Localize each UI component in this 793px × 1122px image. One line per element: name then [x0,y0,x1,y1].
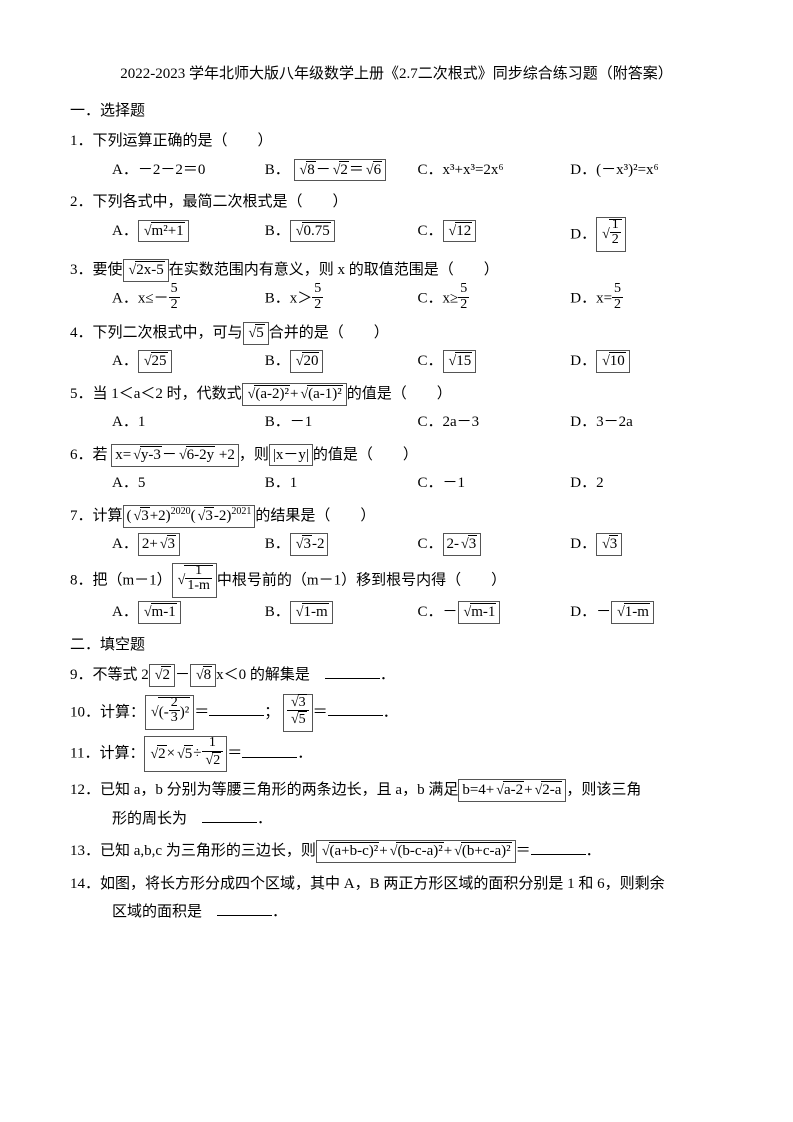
q7-opt-a: A．2+3 [112,530,265,559]
q8-opt-c: C．－m-1 [418,598,571,627]
q7-opt-d: D．3 [570,530,723,559]
blank [202,808,257,823]
q5-opt-a: A．1 [112,408,265,437]
q4-opt-d: D．10 [570,347,723,376]
q2-opt-a: A．m²+1 [112,217,265,252]
q3-opt-b: B．x＞52 [265,284,418,314]
question-2: 2．下列各式中，最简二次根式是（ ） A．m²+1 B．0.75 C．12 D．… [70,188,723,252]
q2-opt-b: B．0.75 [265,217,418,252]
q8-opt-b: B．1-m [265,598,418,627]
q2-opt-c: C．12 [418,217,571,252]
q7-stem: 7．计算(3+2)2020(3-2)2021的结果是（ ） [70,502,723,531]
q3-opt-c: C．x≥52 [418,284,571,314]
q3-opt-a: A．x≤－52 [112,284,265,314]
q3-stem: 3．要使2x-5在实数范围内有意义，则 x 的取值范围是（ ） [70,256,723,285]
q6-stem: 6．若 x=y-3－6-2y +2，则|x－y|的值是（ ） [70,441,723,470]
blank [325,665,380,680]
q4-opt-a: A．25 [112,347,265,376]
question-7: 7．计算(3+2)2020(3-2)2021的结果是（ ） A．2+3 B．3-… [70,502,723,559]
blank [209,702,264,717]
question-13: 13．已知 a,b,c 为三角形的三边长，则(a+b-c)²+(b-c-a)²+… [70,837,723,866]
q5-opt-c: C．2a－3 [418,408,571,437]
q3-opt-d: D．x=52 [570,284,723,314]
q7-opt-b: B．3-2 [265,530,418,559]
question-3: 3．要使2x-5在实数范围内有意义，则 x 的取值范围是（ ） A．x≤－52 … [70,256,723,315]
q1-opt-d: D．(－x³)²=x⁶ [570,156,723,185]
q8-opt-a: A．m-1 [112,598,265,627]
q4-opt-c: C．15 [418,347,571,376]
q6-opt-c: C．－1 [418,469,571,498]
q8-stem: 8．把（m－1）11-m中根号前的（m－1）移到根号内得（ ） [70,563,723,598]
q5-stem: 5．当 1＜a＜2 时，代数式(a-2)²+(a-1)²的值是（ ） [70,380,723,409]
question-4: 4．下列二次根式中，可与5合并的是（ ） A．25 B．20 C．15 D．10 [70,319,723,376]
blank [217,902,272,917]
q8-opt-d: D．－1-m [570,598,723,627]
blank [328,702,383,717]
question-6: 6．若 x=y-3－6-2y +2，则|x－y|的值是（ ） A．5 B．1 C… [70,441,723,498]
question-8: 8．把（m－1）11-m中根号前的（m－1）移到根号内得（ ） A．m-1 B．… [70,563,723,627]
question-5: 5．当 1＜a＜2 时，代数式(a-2)²+(a-1)²的值是（ ） A．1 B… [70,380,723,437]
question-11: 11．计算：2×5÷12＝． [70,736,723,772]
q1-opt-a: A．－2－2＝0 [112,156,265,185]
q6-opt-b: B．1 [265,469,418,498]
q2-stem: 2．下列各式中，最简二次根式是（ ） [70,188,723,217]
q5-opt-d: D．3－2a [570,408,723,437]
q1-opt-b: B． 8－2＝6 [265,156,418,185]
q4-stem: 4．下列二次根式中，可与5合并的是（ ） [70,319,723,348]
doc-title: 2022-2023 学年北师大版八年级数学上册《2.7二次根式》同步综合练习题（… [70,60,723,89]
section-1-heading: 一．选择题 [70,97,723,126]
q1-stem: 1．下列运算正确的是（ ） [70,127,723,156]
question-1: 1．下列运算正确的是（ ） A．－2－2＝0 B． 8－2＝6 C．x³+x³=… [70,127,723,184]
q4-opt-b: B．20 [265,347,418,376]
blank [242,743,297,758]
q2-opt-d: D．12 [570,217,723,252]
section-2-heading: 二．填空题 [70,631,723,660]
q5-opt-b: B．－1 [265,408,418,437]
q6-opt-a: A．5 [112,469,265,498]
question-9: 9．不等式 22－8x＜0 的解集是 ． [70,661,723,690]
q6-opt-d: D．2 [570,469,723,498]
question-10: 10．计算：(-23)²＝； 35＝． [70,694,723,732]
blank [531,841,586,856]
q7-opt-c: C．2-3 [418,530,571,559]
q1-opt-c: C．x³+x³=2x⁶ [418,156,571,185]
question-12: 12．已知 a，b 分别为等腰三角形的两条边长，且 a，b 满足b=4+a-2+… [70,776,723,833]
question-14: 14．如图，将长方形分成四个区域，其中 A，B 两正方形区域的面积分别是 1 和… [70,870,723,927]
